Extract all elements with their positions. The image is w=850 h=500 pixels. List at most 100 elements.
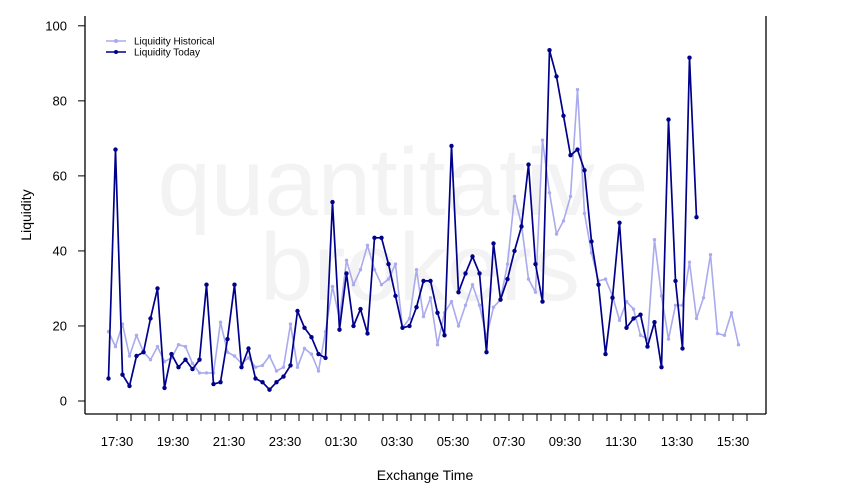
data-point: [232, 282, 237, 287]
data-point: [393, 262, 398, 266]
data-point: [295, 365, 300, 369]
data-point: [309, 352, 314, 356]
data-point: [456, 290, 461, 295]
data-point: [519, 224, 524, 229]
data-point: [169, 351, 174, 357]
data-point: [113, 344, 118, 349]
data-point: [547, 48, 552, 53]
data-point: [155, 286, 160, 291]
data-point: [533, 290, 538, 294]
data-point: [547, 191, 552, 195]
data-point: [631, 307, 636, 311]
data-point: [554, 232, 559, 236]
data-point: [575, 147, 580, 152]
data-point: [666, 337, 671, 341]
legend-swatch-point: [114, 39, 118, 43]
data-point: [463, 271, 468, 276]
data-point: [288, 363, 293, 368]
data-point: [141, 350, 146, 355]
y-tick-label: 80: [53, 93, 67, 108]
data-point: [281, 365, 286, 369]
data-point: [127, 354, 132, 358]
data-point: [491, 241, 496, 246]
data-point: [330, 199, 335, 205]
data-point: [246, 356, 251, 360]
data-point: [610, 295, 615, 300]
data-point: [358, 268, 363, 272]
data-point: [659, 294, 664, 298]
data-point: [673, 278, 678, 284]
data-point: [512, 248, 517, 254]
data-point: [407, 323, 412, 329]
data-point: [561, 219, 566, 223]
data-point: [183, 357, 188, 362]
data-point: [190, 361, 195, 366]
data-point: [204, 282, 209, 287]
data-point: [218, 320, 223, 324]
data-point: [631, 316, 636, 321]
data-point: [533, 261, 538, 267]
x-tick-label: 11:30: [605, 434, 637, 449]
x-axis-title: Exchange Time: [377, 467, 474, 483]
data-point: [365, 331, 370, 336]
data-point: [638, 333, 643, 337]
data-point: [253, 376, 258, 381]
data-point: [582, 211, 587, 216]
data-point: [372, 235, 377, 240]
data-point: [652, 320, 657, 325]
data-point: [204, 371, 209, 375]
data-point: [120, 372, 125, 377]
data-point: [603, 351, 608, 357]
data-point: [358, 306, 363, 312]
x-tick-label: 17:30: [101, 434, 134, 449]
data-point: [624, 325, 629, 330]
data-point: [715, 331, 720, 336]
data-point: [442, 333, 447, 338]
data-point: [400, 325, 405, 330]
data-point: [673, 303, 678, 307]
y-axis-title: Liquidity: [18, 189, 34, 240]
data-point: [645, 344, 650, 349]
watermark: quantitative brokers: [157, 129, 648, 321]
data-point: [659, 365, 664, 370]
data-point: [379, 235, 384, 240]
data-point: [379, 283, 384, 287]
data-point: [470, 254, 475, 259]
data-point: [183, 344, 188, 349]
data-point: [274, 380, 279, 385]
data-point: [687, 260, 692, 264]
data-point: [491, 305, 496, 309]
data-point: [386, 261, 391, 267]
y-tick-label: 20: [53, 318, 67, 333]
data-point: [316, 351, 321, 357]
data-point: [260, 380, 265, 385]
data-point: [393, 293, 398, 299]
data-point: [239, 365, 244, 370]
data-point: [512, 194, 517, 199]
data-point: [484, 350, 489, 355]
series-layer: [106, 48, 741, 392]
data-point: [106, 376, 111, 381]
data-point: [449, 299, 454, 304]
data-point: [176, 343, 181, 347]
x-tick-label: 23:30: [269, 434, 302, 449]
data-point: [225, 350, 230, 354]
data-point: [337, 327, 342, 332]
data-point: [351, 283, 356, 287]
data-point: [554, 74, 559, 79]
data-point: [540, 299, 545, 304]
data-point: [197, 357, 202, 362]
data-point: [365, 243, 370, 247]
data-point: [309, 335, 314, 340]
data-point: [526, 277, 531, 281]
x-axis: 17:30 19:30 21:30 23:30 01:30 03:30 05:30 07:30…: [101, 414, 749, 449]
data-point: [274, 369, 279, 373]
x-tick-label: 09:30: [549, 434, 582, 449]
data-point: [225, 336, 230, 342]
y-tick-label: 60: [53, 168, 67, 183]
legend-swatch-point: [114, 50, 118, 54]
data-point: [428, 296, 433, 300]
data-point: [295, 308, 300, 314]
